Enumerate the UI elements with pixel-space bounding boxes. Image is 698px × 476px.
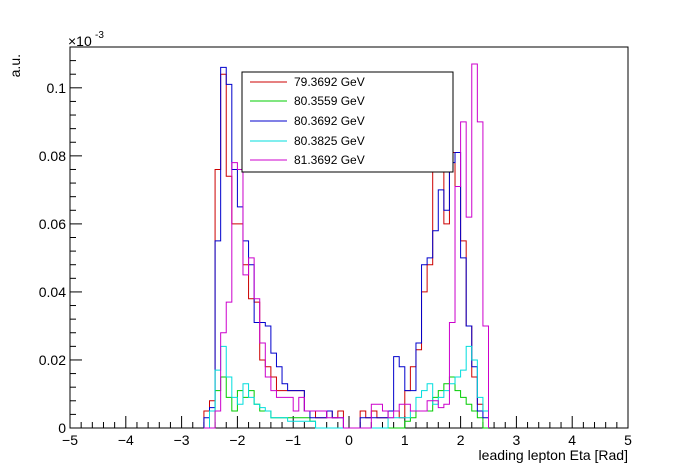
y-tick-label: 0.08: [39, 148, 66, 164]
x-tick-label: 3: [513, 432, 521, 448]
y-tick-label: 0.02: [39, 352, 66, 368]
legend-label: 80.3559 GeV: [294, 94, 365, 108]
legend-label: 80.3825 GeV: [294, 134, 365, 148]
histogram-line: [203, 345, 489, 429]
histogram-series: [203, 63, 489, 429]
legend-entry: 81.3692 GeV: [250, 153, 365, 167]
y-exponent-power: -3: [95, 30, 104, 41]
histogram-line: [203, 63, 489, 429]
legend-entry: 80.3692 GeV: [250, 114, 365, 128]
y-tick-label: 0.1: [47, 80, 67, 96]
y-exponent: ×10 -3: [68, 30, 104, 49]
x-tick-label: 0: [345, 432, 353, 448]
histogram-line: [203, 376, 489, 429]
legend-entry: 80.3825 GeV: [250, 134, 365, 148]
legend-label: 79.3692 GeV: [294, 75, 365, 89]
x-tick-label: 5: [624, 432, 632, 448]
y-tick-label: 0.04: [39, 284, 66, 300]
legend-entry: 79.3692 GeV: [250, 75, 365, 89]
legend-label: 81.3692 GeV: [294, 153, 365, 167]
x-tick-label: 4: [568, 432, 576, 448]
x-tick-label: −4: [118, 432, 134, 448]
x-tick-label: −1: [285, 432, 301, 448]
legend-entry: 80.3559 GeV: [250, 94, 365, 108]
x-tick-label: 1: [401, 432, 409, 448]
x-tick-label: 2: [457, 432, 465, 448]
x-axis-label: leading lepton Eta [Rad]: [479, 447, 628, 463]
axis-ticks: −5 −4 −3 −2 −1 0 1 2 3 4 5 0 0.02 0.04 0.06 0.08 0.1: [39, 46, 632, 448]
x-tick-label: −5: [62, 432, 78, 448]
x-tick-label: −2: [229, 432, 245, 448]
y-axis-label: a.u.: [7, 54, 23, 77]
legend: 79.3692 GeV 80.3559 GeV 80.3692 GeV 80.3…: [241, 71, 454, 173]
y-exponent-base: ×10: [68, 33, 92, 49]
legend-box: [241, 71, 454, 173]
legend-label: 80.3692 GeV: [294, 114, 365, 128]
x-tick-label: −3: [174, 432, 190, 448]
y-tick-label: 0: [58, 420, 66, 436]
y-tick-label: 0.06: [39, 216, 66, 232]
